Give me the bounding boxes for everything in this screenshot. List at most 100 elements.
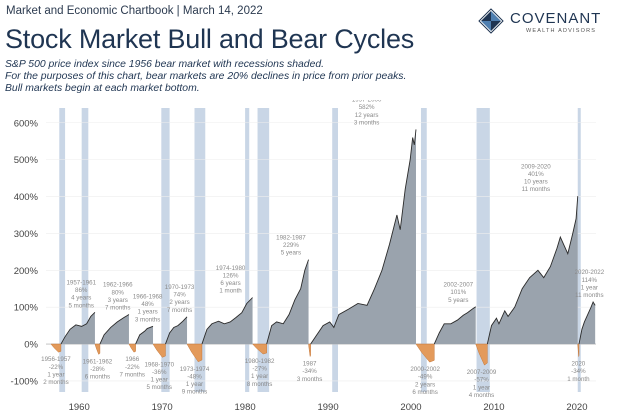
bear-market-area (128, 343, 136, 353)
bull-market-line (578, 301, 596, 345)
y-tick-label: 500% (14, 155, 39, 166)
bear-market-label: 3 months (297, 376, 322, 383)
bear-market-label: -22% (125, 364, 140, 371)
bull-market-area (99, 314, 129, 345)
bull-market-area (135, 326, 154, 345)
bear-market-label: 1 year (473, 384, 490, 391)
bear-market-label: -28% (90, 366, 105, 373)
bull-market-label: 4 years (71, 295, 91, 302)
bull-market-label: 5 months (69, 302, 94, 309)
recession-band (59, 108, 66, 392)
bull-market-label: 101% (450, 289, 466, 296)
bear-market-label: 2007-2009 (467, 369, 497, 376)
y-tick-label: 0% (24, 340, 38, 351)
bull-market-line (165, 316, 188, 345)
recession-band (194, 108, 206, 392)
bull-market-label: 12 years (355, 112, 379, 119)
bear-market-area (577, 343, 580, 357)
bear-market-label: 1980-1982 (245, 358, 275, 365)
subtitle-line: For the purposes of this chart, bear mar… (5, 71, 407, 82)
bear-market-label: 1956-1957 (41, 356, 71, 363)
bull-bear-chart: 600% 500% 400% 300% 200% 100% 0% -100% 1960 1970 1… (11, 100, 605, 413)
bear-market-label: 1961-1962 (83, 358, 113, 365)
diamond-logo-icon (478, 8, 504, 34)
bull-market-label: 2002-2007 (443, 282, 473, 289)
bear-market-label: 9 months (182, 389, 207, 396)
y-tick-label: 300% (14, 229, 39, 240)
bull-market-label: 126% (223, 272, 239, 279)
bear-market-area (186, 343, 203, 363)
bull-market-line (486, 196, 579, 345)
bull-market-label: 7 months (105, 305, 130, 312)
bull-market-label: 80% (112, 289, 125, 296)
bull-market-label: 86% (75, 287, 88, 294)
page-title: Stock Market Bull and Bear Cycles (5, 24, 415, 54)
bear-market-label: -36% (152, 369, 167, 376)
bear-market-label: 5 months (147, 384, 172, 391)
chartbook-header: Market and Economic Chartbook | March 14… (6, 5, 263, 17)
bear-market-label: 6 months (85, 374, 110, 381)
bull-market-area (266, 259, 309, 345)
bull-market-line (310, 129, 417, 345)
bull-market-area (165, 316, 188, 345)
bull-market-label: 11 months (522, 186, 550, 193)
bull-market-label: 48% (141, 301, 154, 308)
bear-market-label: 2000-2002 (410, 366, 440, 373)
recession-band (476, 108, 490, 392)
bull-market-label: 1 month (219, 288, 242, 295)
bull-market-label: 6 years (220, 280, 240, 287)
bear-market-label: -57% (474, 377, 489, 384)
bull-market-area (60, 312, 95, 345)
y-tick-label: 100% (14, 303, 39, 314)
bear-market-label: 2020 (571, 361, 585, 368)
bear-market-label: 7 months (120, 371, 145, 378)
bull-market-label: 74% (173, 292, 186, 299)
bear-market-label: 6 months (412, 389, 437, 396)
bull-market-label: 2 years (169, 299, 189, 306)
bear-market-area (152, 343, 166, 358)
bull-market-line (201, 297, 253, 345)
bull-market-label: 5 years (281, 250, 301, 257)
bear-market-label: 2 months (43, 379, 68, 386)
bull-market-label: 7 months (167, 307, 192, 314)
bull-market-label: 3 months (135, 316, 160, 323)
bull-market-label: 1974-1980 (216, 265, 246, 272)
bull-market-label: 11 months (575, 292, 603, 299)
bull-market-line (266, 259, 309, 345)
x-tick-label: 1960 (69, 402, 90, 413)
bear-market-label: -34% (302, 368, 317, 375)
bear-market-label: -48% (187, 373, 202, 380)
bull-market-line (135, 325, 154, 345)
bull-market-area (578, 302, 596, 345)
bear-market-area (251, 343, 267, 355)
bull-market-label: 1957-1961 (66, 280, 96, 287)
bear-market-label: -34% (571, 368, 586, 375)
recession-band (161, 108, 170, 392)
bull-market-label: 1982-1987 (276, 234, 306, 241)
bear-market-label: 1 year (47, 371, 64, 378)
bull-market-area (487, 196, 578, 345)
recession-band (245, 108, 250, 392)
recession-band (81, 108, 89, 392)
bull-market-area (310, 129, 416, 345)
bull-market-label: 582% (359, 104, 375, 111)
bull-market-line (60, 312, 96, 345)
x-tick-label: 1980 (235, 402, 256, 413)
bull-market-label: 401% (528, 171, 544, 178)
recession-band (420, 108, 427, 392)
y-tick-label: -100% (11, 376, 39, 387)
subtitle-line: S&P 500 price index since 1956 bear mark… (5, 59, 325, 70)
bull-market-label: 5 years (448, 297, 468, 304)
bull-market-label: 229% (283, 242, 299, 249)
bull-market-label: 10 years (524, 179, 548, 186)
bear-market-label: 1966 (125, 356, 139, 363)
bear-market-label: 4 months (469, 392, 494, 399)
bull-market-label: 2009-2020 (521, 163, 551, 170)
bull-market-label: 1 year (581, 284, 598, 291)
bull-market-label: 1970-1973 (165, 284, 195, 291)
bear-market-label: 1973-1974 (180, 366, 210, 373)
bear-market-area (308, 343, 311, 358)
bear-market-label: -22% (49, 364, 64, 371)
bear-market-label: 1 year (251, 373, 268, 380)
recession-band (577, 108, 581, 392)
